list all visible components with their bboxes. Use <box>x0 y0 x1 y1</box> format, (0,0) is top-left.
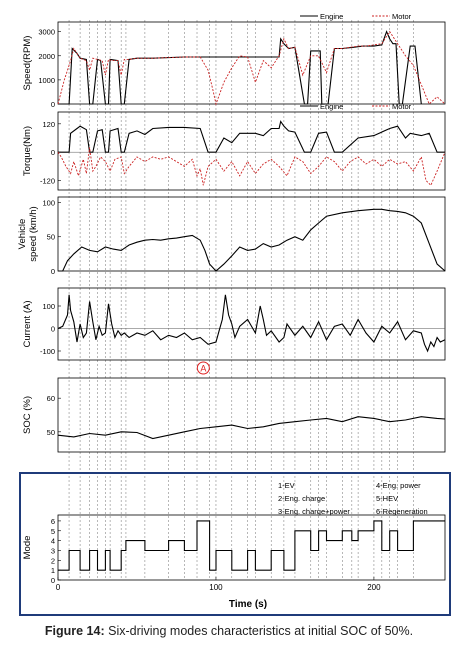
legend-motor-label: Motor <box>392 102 412 111</box>
y-axis-label: Mode <box>22 536 33 560</box>
mode-legend: 1-EV 2-Eng. charge 3-Eng. charge+power 4… <box>278 481 428 516</box>
figure-caption: Figure 14: Six-driving modes characteris… <box>0 624 458 638</box>
panel-4: 50 60 SOC (%) <box>22 377 446 453</box>
engine-series-line <box>58 120 445 153</box>
y-tick-label: -120 <box>40 177 55 186</box>
y-tick-label: 5 <box>51 527 55 536</box>
y-tick-label: 0 <box>51 576 55 585</box>
mode-legend-entry: 4-Eng. power <box>376 481 421 490</box>
x-tick-label: 0 <box>56 583 61 592</box>
y-tick-label: 2000 <box>38 52 55 61</box>
series-line <box>57 294 446 353</box>
mode-legend-entry: 1-EV <box>278 481 295 490</box>
y-axis-label: SOC (%) <box>22 396 33 434</box>
y-tick-label: 1 <box>51 566 55 575</box>
y-axis-label: Vehiclespeed (km/h) <box>17 206 39 261</box>
y-tick-label: 6 <box>51 517 55 526</box>
series-line <box>58 208 446 272</box>
caption-label: Figure 14: <box>44 624 105 638</box>
plot-frame <box>57 287 446 361</box>
y-tick-label: 3000 <box>38 28 55 37</box>
y-tick-label: 4 <box>51 537 55 546</box>
legend-engine-label: Engine <box>320 12 343 21</box>
y-axis-label: Torque(Nm) <box>22 126 33 176</box>
motor-series-line <box>57 30 446 106</box>
mode-legend-entry: 5-HEV <box>376 494 398 503</box>
y-tick-label: 120 <box>42 120 55 129</box>
y-tick-label: 50 <box>47 233 55 242</box>
plot-frame <box>57 111 446 191</box>
y-tick-label: 0 <box>51 267 55 276</box>
mode-legend-entry: 2-Eng. charge <box>278 494 325 503</box>
caption-text: Six-driving modes characteristics at ini… <box>104 624 414 638</box>
y-axis-label-line: speed (km/h) <box>28 206 39 261</box>
legend-motor-label: Motor <box>392 12 412 21</box>
x-axis-label: Time (s) <box>229 599 267 610</box>
y-tick-label: -100 <box>40 347 55 356</box>
y-tick-label: 60 <box>47 394 55 403</box>
plot-frame <box>57 196 446 272</box>
y-tick-label: 100 <box>42 302 55 311</box>
y-axis-label: Current (A) <box>22 301 33 348</box>
y-tick-label: 50 <box>47 428 55 437</box>
x-tick-label: 100 <box>209 583 223 592</box>
panel-3: -100 0 100 Current (A) <box>22 287 446 361</box>
motor-series-line <box>57 147 446 187</box>
x-tick-label: 200 <box>367 583 381 592</box>
panel-0: 0 1000 2000 3000 Speed(RPM) Engine Motor <box>22 12 446 109</box>
mode-panel-frame <box>19 472 451 616</box>
mode-marker-lines <box>68 20 414 580</box>
y-tick-label: 2 <box>51 556 55 565</box>
y-tick-label: 0 <box>51 325 55 334</box>
y-axis-label-line: Vehicle <box>17 219 28 250</box>
y-tick-label: 0 <box>51 148 55 157</box>
y-tick-label: 1000 <box>38 76 55 85</box>
annotation-circle <box>196 361 210 375</box>
annotation-label: A <box>200 364 206 374</box>
mode-legend-entry: 6-Regeneration <box>376 507 428 516</box>
y-tick-label: 100 <box>42 198 55 207</box>
series-line <box>58 520 445 571</box>
legend-engine-label: Engine <box>320 102 343 111</box>
y-tick-label: 0 <box>51 100 55 109</box>
plot-frame <box>57 514 446 581</box>
y-tick-label: 3 <box>51 546 55 555</box>
panel-1: -120 0 120 Torque(Nm) Engine Motor <box>22 102 446 191</box>
mode-legend-entry: 3-Eng. charge+power <box>278 507 350 516</box>
series-line <box>57 416 446 440</box>
y-axis-label: Speed(RPM) <box>22 36 33 91</box>
plot-frame <box>57 21 446 105</box>
plot-frame <box>57 377 446 453</box>
engine-series-line <box>58 30 422 105</box>
